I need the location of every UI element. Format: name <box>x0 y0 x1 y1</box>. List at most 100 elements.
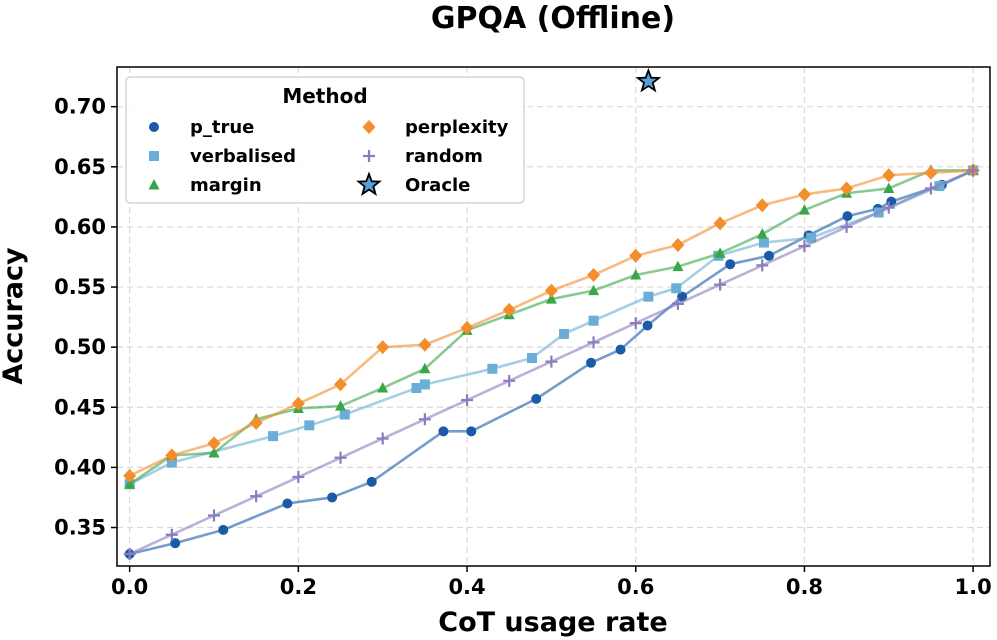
series-layer <box>123 67 980 560</box>
data-point-p-true <box>466 426 477 437</box>
chart-title: GPQA (Offline) <box>431 1 675 36</box>
tick-layer: 0.0 0.2 0.4 0.6 0.8 1.0 0.35 0.40 0.45 0.50 0.55 0.… <box>54 95 992 599</box>
data-point-random <box>123 547 136 560</box>
data-point-random-shape <box>418 413 431 426</box>
legend-item-margin: margin <box>148 175 262 196</box>
legend-marker-perplexity-shape <box>362 120 376 134</box>
legend-label-random: random <box>405 146 483 167</box>
data-point-perplexity <box>165 448 179 463</box>
data-point-perplexity <box>207 436 221 451</box>
data-point-perplexity <box>587 268 601 283</box>
data-point-verbalised-shape <box>304 420 315 431</box>
legend-item-perplexity: perplexity <box>362 117 509 138</box>
data-point-random-shape <box>250 490 263 503</box>
data-point-margin <box>124 478 136 489</box>
legend-marker-oracle-shape <box>356 171 382 196</box>
data-point-verbalised <box>588 315 599 326</box>
data-point-margin <box>377 382 389 393</box>
data-point-verbalised <box>411 383 422 394</box>
data-point-margin <box>798 204 810 215</box>
data-point-perplexity <box>882 168 896 183</box>
data-point-random-shape <box>840 220 853 233</box>
legend-box <box>125 76 525 204</box>
legend: Method p_true verbalised margin perplexity r… <box>125 76 525 204</box>
data-point-verbalised-shape <box>166 457 177 468</box>
data-point-perplexity-shape <box>249 415 263 430</box>
data-point-p-true-shape <box>366 476 377 487</box>
data-point-p-true <box>282 498 293 509</box>
data-point-margin-shape <box>798 204 810 215</box>
legend-marker-verbalised <box>149 151 159 161</box>
data-point-perplexity <box>755 198 769 213</box>
data-point-p-true <box>842 211 853 222</box>
data-point-perplexity <box>418 337 432 352</box>
data-point-verbalised <box>304 420 315 431</box>
legend-label-verbalised: verbalised <box>190 146 296 167</box>
data-point-perplexity <box>544 283 558 298</box>
data-point-margin-shape <box>883 182 895 193</box>
data-point-margin-shape <box>335 400 347 411</box>
legend-items: p_true verbalised margin perplexity random Or… <box>148 117 509 196</box>
data-point-verbalised <box>419 379 430 390</box>
data-point-margin-shape <box>124 478 136 489</box>
data-point-verbalised <box>526 352 537 363</box>
data-point-verbalised <box>758 237 769 248</box>
data-point-random-shape <box>208 509 220 522</box>
data-point-margin-shape <box>545 293 557 304</box>
data-point-p-true-shape <box>764 250 775 261</box>
data-point-p-true <box>366 476 377 487</box>
data-point-random <box>376 432 389 445</box>
data-point-verbalised-shape <box>588 315 599 326</box>
data-point-random <box>208 509 220 522</box>
data-point-perplexity-shape <box>882 168 896 183</box>
legend-marker-margin <box>148 179 160 190</box>
data-point-random <box>629 317 642 330</box>
data-point-perplexity-shape <box>544 283 558 298</box>
data-point-perplexity-shape <box>587 268 601 283</box>
data-point-perplexity <box>840 181 854 196</box>
data-point-random-shape <box>671 297 684 310</box>
data-point-random <box>461 394 474 407</box>
data-point-random <box>756 259 769 272</box>
data-point-random <box>924 182 937 195</box>
series-perplexity <box>123 163 980 483</box>
y-tick-label: 0.70 <box>54 95 106 119</box>
data-point-margin <box>630 269 642 280</box>
data-point-random-shape <box>461 394 474 407</box>
data-point-margin <box>714 247 726 258</box>
data-point-random-shape <box>292 471 305 484</box>
data-point-random-shape <box>123 547 136 560</box>
data-point-perplexity <box>123 468 137 483</box>
data-point-perplexity-shape <box>376 340 390 355</box>
y-axis-label: Accuracy <box>0 247 29 385</box>
data-point-verbalised <box>166 457 177 468</box>
data-point-verbalised-shape <box>559 328 570 339</box>
data-point-random-shape <box>967 164 980 177</box>
data-point-p-true <box>677 291 688 302</box>
data-point-random-shape <box>756 259 769 272</box>
data-point-p-true-shape <box>642 320 653 331</box>
data-point-random-shape <box>376 432 389 445</box>
data-point-random-shape <box>545 355 558 368</box>
data-point-random <box>545 355 558 368</box>
data-point-p-true-shape <box>725 259 736 270</box>
data-point-random-shape <box>587 336 600 349</box>
data-point-margin-shape <box>714 247 726 258</box>
data-point-margin-shape <box>208 446 220 458</box>
data-point-perplexity <box>629 248 643 263</box>
series-random <box>123 164 980 560</box>
data-point-p-true-shape <box>615 344 626 355</box>
data-point-verbalised-shape <box>411 383 422 394</box>
data-point-random-shape <box>924 182 937 195</box>
data-point-verbalised-shape <box>339 409 350 420</box>
x-tick-label: 0.0 <box>111 575 148 599</box>
plot-frame <box>116 66 991 567</box>
data-point-verbalised-shape <box>487 363 498 374</box>
data-point-verbalised-shape <box>268 431 279 442</box>
y-tick-label: 0.35 <box>54 516 106 540</box>
data-point-margin-shape <box>756 228 768 239</box>
legend-marker-p-true <box>149 122 159 132</box>
data-point-random-shape <box>334 451 347 464</box>
data-point-p-true-shape <box>438 426 449 437</box>
x-tick-label: 0.4 <box>448 575 485 599</box>
